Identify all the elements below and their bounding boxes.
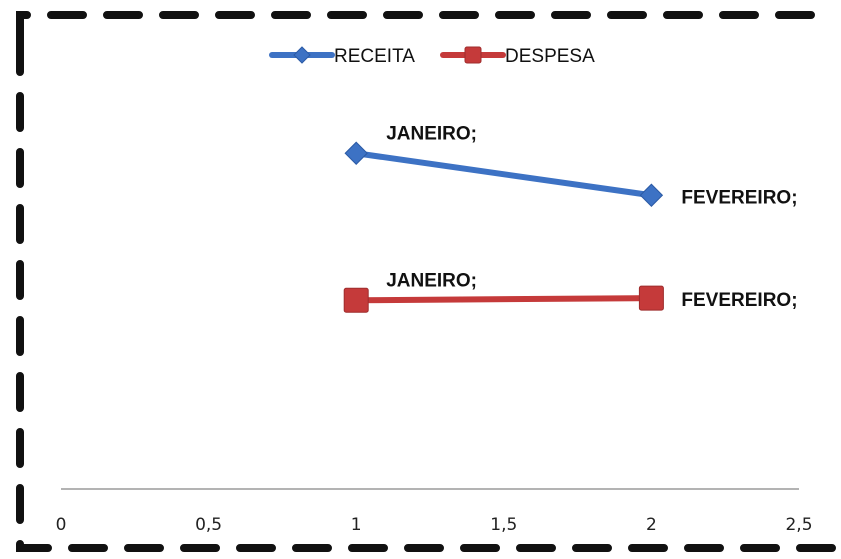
series-line [353,150,655,199]
despesa-point [464,46,482,64]
legend: RECEITA DESPESA [269,46,595,67]
x-tick-label: 2 [646,515,657,535]
receita-point [293,46,311,64]
x-axis-ticks: 0 0,5 1 1,5 2 2,5 [56,515,813,535]
x-tick-label: 1,5 [490,515,517,535]
legend-label: DESPESA [505,46,595,67]
despesa-point [343,287,369,313]
x-tick-label: 2,5 [785,515,812,535]
series-receita: JANEIRO; FEVEREIRO; [344,123,798,208]
data-label: JANEIRO; [386,123,477,144]
legend-item-receita: RECEITA [269,46,415,67]
chart-frame [16,11,839,552]
despesa-point [638,285,664,311]
series-despesa: JANEIRO; FEVEREIRO; [343,270,798,313]
data-label: FEVEREIRO; [681,290,797,311]
x-tick-label: 0,5 [195,515,222,535]
x-tick-label: 1 [351,515,362,535]
data-label: JANEIRO; [386,270,477,291]
receita-point [639,183,664,207]
receita-point [344,141,368,165]
series-line [353,295,655,304]
legend-label: RECEITA [334,46,415,67]
series-group: JANEIRO; FEVEREIRO; JANEIRO; FEVEREIRO; [343,123,798,313]
legend-item-despesa: DESPESA [440,46,595,67]
data-label: FEVEREIRO; [681,187,797,208]
x-tick-label: 0 [56,515,67,535]
frame-dash [16,11,839,552]
